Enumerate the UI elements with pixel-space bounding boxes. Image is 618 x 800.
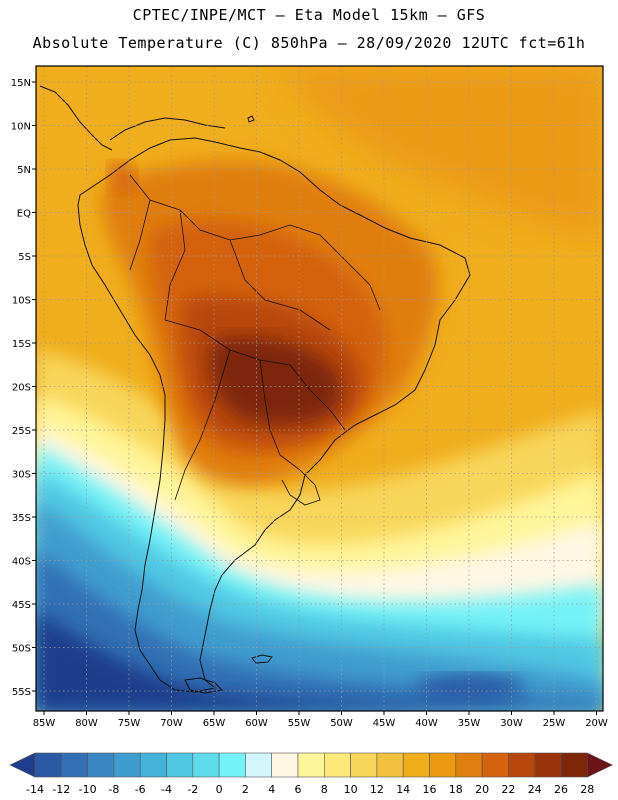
lat-label: 45S: [12, 600, 31, 611]
lon-label: 20W: [585, 718, 608, 729]
colorbar-segment: [508, 752, 535, 778]
lat-label: 50S: [12, 644, 31, 655]
colorbar-segment: [166, 752, 194, 778]
field-cold-pool: [415, 674, 525, 702]
lat-label: 55S: [12, 687, 31, 698]
colorbar-label: 18: [449, 783, 463, 796]
colorbar-label: 24: [528, 783, 542, 796]
colorbar-segment: [192, 752, 220, 778]
lat-label: 30S: [12, 470, 31, 481]
lon-label: 35W: [458, 718, 481, 729]
tierra-del-fuego: [184, 677, 224, 694]
colorbar-segment: [60, 752, 88, 778]
temperature-field: [36, 66, 603, 711]
colorbar-label: 10: [344, 783, 358, 796]
axis-ticks: [32, 81, 597, 715]
lon-label: 40W: [415, 718, 438, 729]
colorbar-label: 22: [501, 783, 515, 796]
colorbar-label: -14: [26, 783, 44, 796]
coastlines: [39, 85, 471, 694]
island-trinidad: [247, 115, 255, 123]
lat-label: 25S: [12, 426, 31, 437]
colorbar-labels: -14 -12 -10 -8 -6 -4 -2 0 2 4 6 8 10 12 14 16 18 20 22 24 26…: [26, 783, 594, 796]
lat-label: 40S: [12, 557, 31, 568]
graticule: [36, 66, 603, 711]
lat-label: 10S: [12, 296, 31, 307]
colorbar-segment: [34, 752, 62, 778]
island-falklands: [251, 654, 273, 664]
colorbar-segment: [139, 752, 167, 778]
lon-label: 45W: [373, 718, 396, 729]
lat-label: EQ: [17, 209, 31, 220]
field-band-minus10: [36, 550, 603, 711]
colorbar-segment: [271, 752, 299, 778]
colorbar-segment: [560, 752, 588, 778]
colorbar-label: 26: [554, 783, 568, 796]
colorbar-label: 14: [396, 783, 410, 796]
colorbar-segment: [455, 752, 483, 778]
colorbar-label: -4: [161, 783, 172, 796]
lon-label: 80W: [75, 718, 98, 729]
colorbar-label: 16: [423, 783, 437, 796]
colorbar-segment: [350, 752, 378, 778]
colorbar-label: 0: [216, 783, 223, 796]
lat-label: 5S: [18, 252, 31, 263]
caribbean-coast: [109, 117, 226, 141]
colorbar-min-arrow: [9, 752, 36, 778]
colorbar-label: 8: [321, 783, 328, 796]
field-band-minus14: [36, 610, 520, 711]
lon-label: 70W: [160, 718, 183, 729]
map-frame: [35, 65, 604, 712]
lon-label: 85W: [33, 718, 56, 729]
colorbar-segment: [245, 752, 272, 778]
title-line-2: Absolute Temperature (C) 850hPa — 28/09/…: [32, 34, 586, 52]
field-band-6: [36, 425, 603, 637]
colorbar-label: -10: [79, 783, 97, 796]
colorbar-label: -12: [52, 783, 70, 796]
colorbar-label: 4: [268, 783, 275, 796]
colorbar-label: 6: [295, 783, 302, 796]
lon-label: 30W: [500, 718, 523, 729]
colorbar-segment: [323, 752, 351, 778]
colorbar-label: 20: [475, 783, 489, 796]
lon-label: 75W: [118, 718, 141, 729]
south-america-coast: [77, 137, 471, 693]
central-america-coast: [39, 85, 113, 151]
colorbar-label: 12: [370, 783, 384, 796]
colorbar-segment: [218, 752, 246, 778]
colorbar-label: -2: [187, 783, 198, 796]
lon-label: 25W: [543, 718, 566, 729]
longitude-labels: 85W 80W 75W 70W 65W 60W 55W 50W 45W 40W 35W 30W 25W 2…: [33, 718, 608, 729]
colorbar: [9, 752, 613, 778]
lat-label: 20S: [12, 383, 31, 394]
colorbar-segment: [481, 752, 509, 778]
lat-label: 15S: [12, 339, 31, 350]
colorbar-segment: [113, 752, 141, 778]
colorbar-segment: [87, 752, 115, 778]
colorbar-segment: [402, 752, 430, 778]
colorbar-label: 2: [242, 783, 249, 796]
colorbar-segment: [297, 752, 325, 778]
colorbar-label: -8: [108, 783, 119, 796]
lat-label: 15N: [11, 78, 31, 89]
lon-label: 65W: [203, 718, 226, 729]
colorbar-segment: [534, 752, 562, 778]
colorbar-segment: [429, 752, 457, 778]
colorbar-segment: [376, 752, 404, 778]
colorbar-label: -6: [135, 783, 146, 796]
colorbar-max-arrow: [586, 752, 613, 778]
lat-label: 35S: [12, 513, 31, 524]
field-atlantic-20: [280, 66, 603, 235]
lon-label: 50W: [330, 718, 353, 729]
lat-label: 10N: [11, 122, 31, 133]
lat-label: 5N: [17, 165, 31, 176]
lon-label: 55W: [288, 718, 311, 729]
latitude-labels: 15N 10N 5N EQ 5S 10S 15S 20S 25S 30S 35S 40S 45S 50S 5…: [11, 78, 31, 698]
lon-label: 60W: [245, 718, 268, 729]
field-land-28: [209, 336, 342, 425]
colorbar-label: 28: [580, 783, 594, 796]
title-line-1: CPTEC/INPE/MCT — Eta Model 15km — GFS: [132, 6, 486, 24]
